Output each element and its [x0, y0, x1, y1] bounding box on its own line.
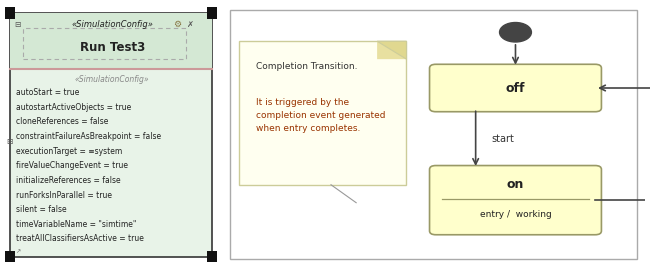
FancyBboxPatch shape — [430, 64, 601, 112]
Text: It is triggered by the
completion event generated
when entry completes.: It is triggered by the completion event … — [255, 98, 385, 133]
FancyBboxPatch shape — [207, 251, 217, 262]
Text: entry /  working: entry / working — [480, 210, 551, 219]
FancyBboxPatch shape — [430, 166, 601, 235]
Text: «SimulationConfig»: «SimulationConfig» — [72, 20, 153, 29]
Text: ⚙: ⚙ — [174, 20, 181, 29]
Text: executionTarget = ≡system: executionTarget = ≡system — [16, 147, 123, 156]
FancyBboxPatch shape — [239, 41, 406, 185]
Text: Run Test3: Run Test3 — [79, 41, 145, 54]
Text: fireValueChangeEvent = true: fireValueChangeEvent = true — [16, 161, 128, 170]
FancyBboxPatch shape — [207, 7, 217, 19]
Text: ⊟: ⊟ — [6, 137, 13, 146]
Text: autoStart = true: autoStart = true — [16, 88, 80, 97]
FancyBboxPatch shape — [230, 10, 637, 259]
FancyBboxPatch shape — [10, 13, 213, 257]
Text: runForksInParallel = true: runForksInParallel = true — [16, 191, 112, 199]
FancyBboxPatch shape — [5, 251, 15, 262]
Polygon shape — [377, 41, 406, 59]
Text: treatAllClassifiersAsActive = true: treatAllClassifiersAsActive = true — [16, 234, 144, 244]
Text: start: start — [491, 134, 514, 144]
Text: silent = false: silent = false — [16, 205, 67, 214]
Text: cloneReferences = false: cloneReferences = false — [16, 117, 109, 126]
Text: ✗: ✗ — [186, 20, 193, 29]
Text: Completion Transition.: Completion Transition. — [255, 62, 357, 71]
Text: ↗: ↗ — [15, 249, 20, 254]
Text: off: off — [506, 81, 525, 95]
FancyBboxPatch shape — [10, 13, 213, 69]
FancyBboxPatch shape — [5, 7, 15, 19]
Text: constraintFailureAsBreakpoint = false: constraintFailureAsBreakpoint = false — [16, 132, 161, 141]
Text: ⊟: ⊟ — [14, 20, 21, 29]
Text: timeVariableName = "simtime": timeVariableName = "simtime" — [16, 220, 136, 229]
Text: initializeReferences = false: initializeReferences = false — [16, 176, 121, 185]
Text: «SimulationConfig»: «SimulationConfig» — [75, 75, 150, 84]
Polygon shape — [377, 41, 406, 59]
Circle shape — [500, 22, 532, 42]
Text: autostartActiveObjects = true: autostartActiveObjects = true — [16, 103, 131, 112]
Text: on: on — [507, 178, 524, 191]
